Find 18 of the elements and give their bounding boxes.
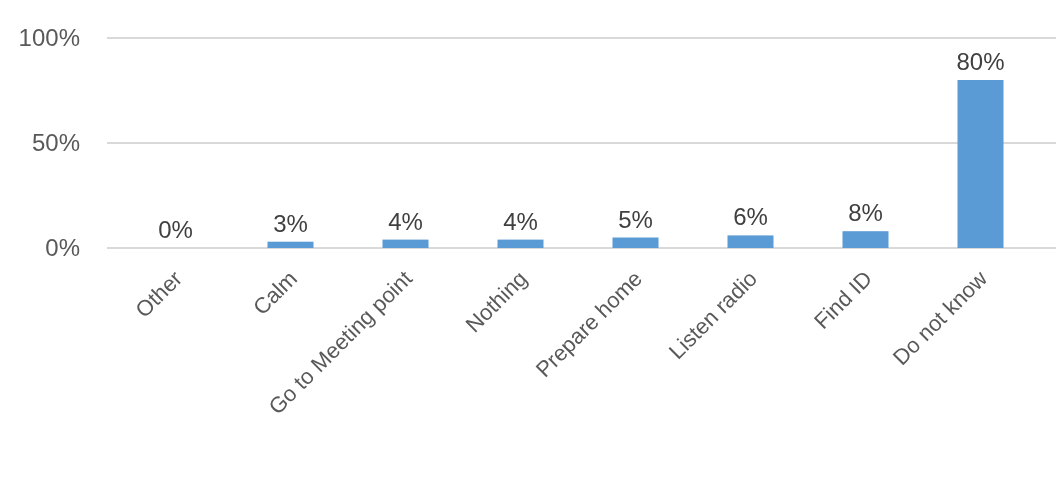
bar <box>382 239 429 248</box>
data-label: 6% <box>733 203 768 231</box>
data-label: 3% <box>273 209 308 237</box>
data-label: 4% <box>503 207 538 235</box>
data-label: 4% <box>388 207 423 235</box>
bar <box>497 239 544 248</box>
data-label: 5% <box>618 205 653 233</box>
bar <box>612 237 659 248</box>
bar <box>267 241 314 248</box>
bar <box>727 235 774 248</box>
y-tick-label: 0% <box>45 234 80 262</box>
y-tick-label: 100% <box>18 24 80 52</box>
y-tick-label: 50% <box>31 129 80 157</box>
bar <box>957 80 1004 248</box>
data-label: 0% <box>158 216 193 243</box>
data-label: 8% <box>848 199 883 227</box>
bar <box>842 231 889 248</box>
data-label: 80% <box>956 48 1005 75</box>
